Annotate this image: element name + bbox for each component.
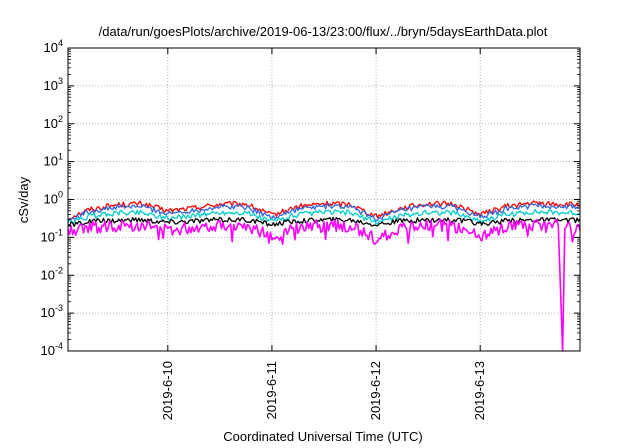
x-tick-label: 2019-6-11 [264,361,279,419]
y-tick-label: 10-4 [41,341,63,358]
series-layer [67,200,581,352]
y-tick-exponent: -4 [55,341,63,351]
y-tick-exponent: 4 [58,38,63,48]
grid-lines [68,48,580,351]
y-tick-exponent: -3 [55,303,63,313]
y-tick-exponent: 0 [58,190,63,200]
x-axis-label: Coordinated Universal Time (UTC) [223,429,422,444]
y-axis-label: cSv/day [16,176,31,223]
x-tick-label: 2019-6-13 [472,361,487,420]
y-tick-label: 10-1 [41,227,63,244]
x-tick-label: 2019-6-12 [368,361,383,420]
y-tick-exponent: 3 [58,76,63,86]
y-tick-label: 101 [44,152,63,169]
y-tick-label: 10-2 [41,265,63,282]
y-tick-exponent: -1 [55,227,63,237]
chart-title: /data/run/goesPlots/archive/2019-06-13/2… [99,24,548,39]
series-line-3 [67,208,581,225]
series-line-4 [67,216,581,228]
y-tick-exponent: 1 [58,152,63,162]
y-tick-label: 100 [44,190,63,207]
y-tick-label: 10-3 [41,303,63,320]
x-tick-label: 2019-6-10 [160,361,175,420]
x-tick-labels: 2019-6-10 2019-6-11 2019-6-12 2019-6-13 [160,361,487,420]
y-tick-exponent: 2 [58,114,63,124]
y-tick-label: 104 [44,38,63,55]
y-tick-exponent: -2 [55,265,63,275]
series-line-2 [67,202,581,222]
y-tick-label: 102 [44,114,63,131]
axis-ticks [68,47,580,352]
series-line-5 [67,218,581,352]
y-tick-label: 103 [44,76,63,93]
